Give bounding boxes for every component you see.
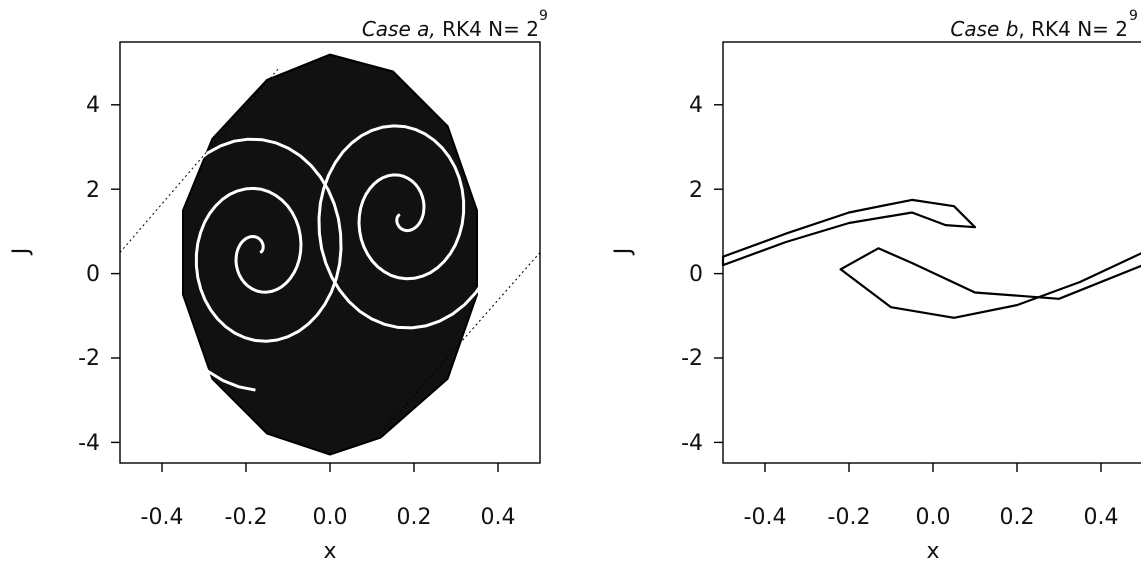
panel-a-title: Case a, RK4 N= 2: [362, 17, 539, 41]
panel-b-xtick-label: -0.4: [744, 505, 787, 530]
panel-a-ytick-label: 0: [86, 262, 100, 287]
panel-b-title-rest: , RK4 N= 2: [1018, 17, 1128, 41]
panel-a: Case a, RK4 N= 2 9 4 2 0 -2 -4 J -0.4: [9, 8, 548, 563]
panel-b-title-exponent: 9: [1129, 8, 1138, 24]
panel-b-ytick-label: 4: [689, 93, 703, 118]
panel-b: Case b, RK4 N= 2 9 4 2 0 -2 -4 J -0.4: [611, 8, 1141, 563]
panel-b-xtick-label: 0.2: [1000, 505, 1035, 530]
panel-b-ytick-label: -2: [681, 346, 703, 371]
panel-a-x-axis: -0.4 -0.2 0.0 0.2 0.4 x: [141, 463, 516, 563]
panel-a-title-rest: RK4 N= 2: [436, 17, 539, 41]
panel-b-x-axis: -0.4 -0.2 0.0 0.2 0.4 x: [744, 463, 1119, 563]
panel-b-x-axis-title: x: [926, 539, 939, 563]
panel-b-xtick-label: -0.2: [828, 505, 871, 530]
panel-a-xtick-label: -0.2: [225, 505, 268, 530]
panel-a-plot-area: [119, 41, 541, 464]
panel-a-ytick-label: 4: [86, 93, 100, 118]
chaotic-region: [182, 53, 478, 456]
panel-b-xtick-label: 0.0: [916, 505, 951, 530]
panel-b-title: Case b, RK4 N= 2: [950, 17, 1128, 41]
panel-a-y-axis: 4 2 0 -2 -4 J: [9, 93, 120, 456]
panel-b-title-case: Case b: [950, 17, 1018, 41]
panel-a-xtick-label: 0.2: [397, 505, 432, 530]
panel-a-xtick-label: 0.4: [481, 505, 516, 530]
outer-tail: [119, 66, 280, 253]
spiral-gap: [154, 137, 343, 392]
panel-b-y-axis-title: J: [611, 248, 636, 257]
panel-b-frame: [722, 41, 1141, 464]
filament-lower-tongue: [839, 247, 1141, 319]
panel-a-title-case: Case a,: [362, 17, 436, 41]
panel-b-points: [721, 198, 1141, 319]
panel-a-points: [119, 53, 541, 456]
panel-b-ytick-label: -4: [681, 431, 703, 456]
filament-upper-tongue: [721, 198, 977, 267]
panel-a-ytick-label: 2: [86, 178, 100, 203]
panel-a-xtick-label: 0.0: [313, 505, 348, 530]
panel-b-ytick-label: 2: [689, 178, 703, 203]
panel-a-title-exponent: 9: [539, 8, 548, 24]
spiral-gap: [317, 75, 506, 330]
panel-a-xtick-label: -0.4: [141, 505, 184, 530]
panel-b-ytick-label: 0: [689, 262, 703, 287]
panel-b-y-axis: 4 2 0 -2 -4 J: [611, 93, 723, 456]
panel-a-y-axis-title: J: [9, 248, 34, 257]
panel-b-plot-area: [721, 41, 1141, 464]
panel-b-xtick-label: 0.4: [1084, 505, 1119, 530]
panel-a-ytick-label: -2: [78, 346, 100, 371]
outer-tail: [380, 252, 541, 434]
panel-a-ytick-label: -4: [78, 431, 100, 456]
panel-a-x-axis-title: x: [323, 539, 336, 563]
